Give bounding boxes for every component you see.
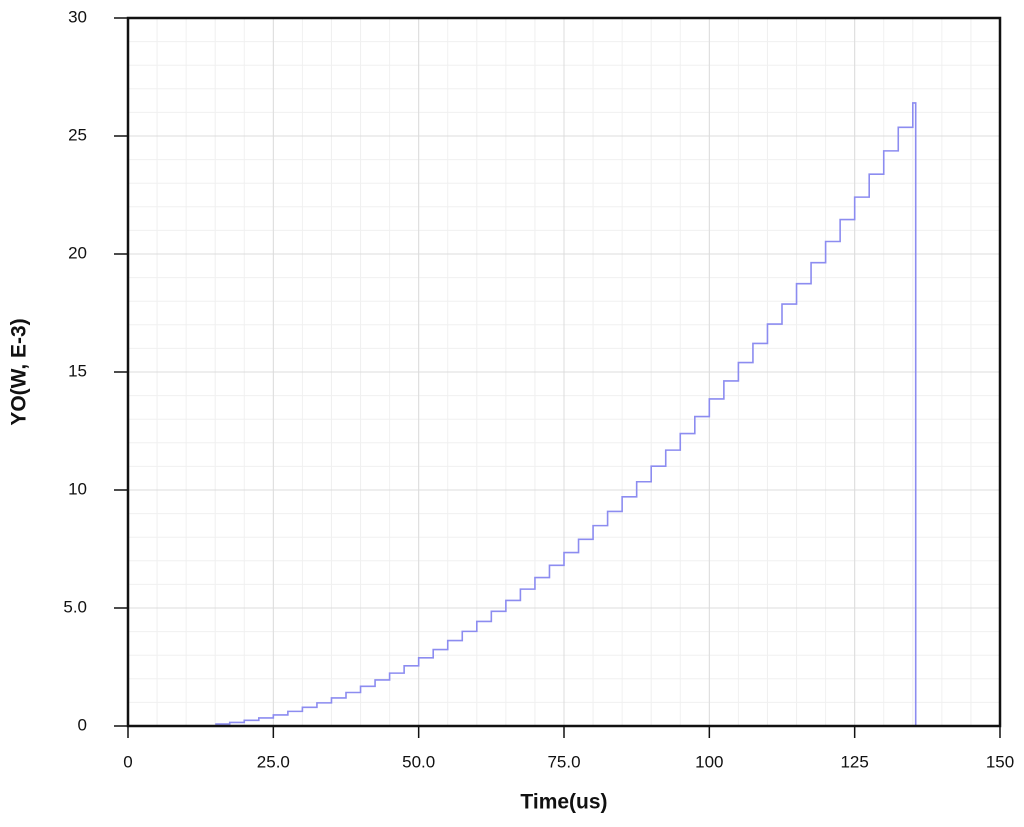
y-axis-title: YO(W, E-3) — [8, 318, 31, 425]
y-tick-label: 30 — [68, 7, 87, 26]
x-tick-label: 75.0 — [547, 752, 580, 771]
y-tick-label: 15 — [68, 361, 87, 380]
grid — [127, 17, 1001, 727]
x-tick-label: 100 — [695, 752, 723, 771]
x-tick-label: 0 — [123, 752, 132, 771]
line-series — [215, 102, 917, 726]
x-tick-label: 150 — [986, 752, 1014, 771]
y-tick-label: 25 — [68, 125, 87, 144]
axes: 0 25.0 50.0 75.0 100 125 150 0 5.0 10 15 20 25 30 — [63, 7, 1014, 771]
y-tick-label: 0 — [78, 715, 87, 734]
y-tick-label: 10 — [68, 479, 87, 498]
y-tick-label: 20 — [68, 243, 87, 262]
x-axis-title: Time(us) — [520, 791, 607, 814]
x-tick-label: 125 — [840, 752, 868, 771]
plot — [215, 102, 917, 726]
y-tick-label: 5.0 — [63, 597, 87, 616]
x-tick-label: 25.0 — [257, 752, 290, 771]
x-tick-label: 50.0 — [402, 752, 435, 771]
